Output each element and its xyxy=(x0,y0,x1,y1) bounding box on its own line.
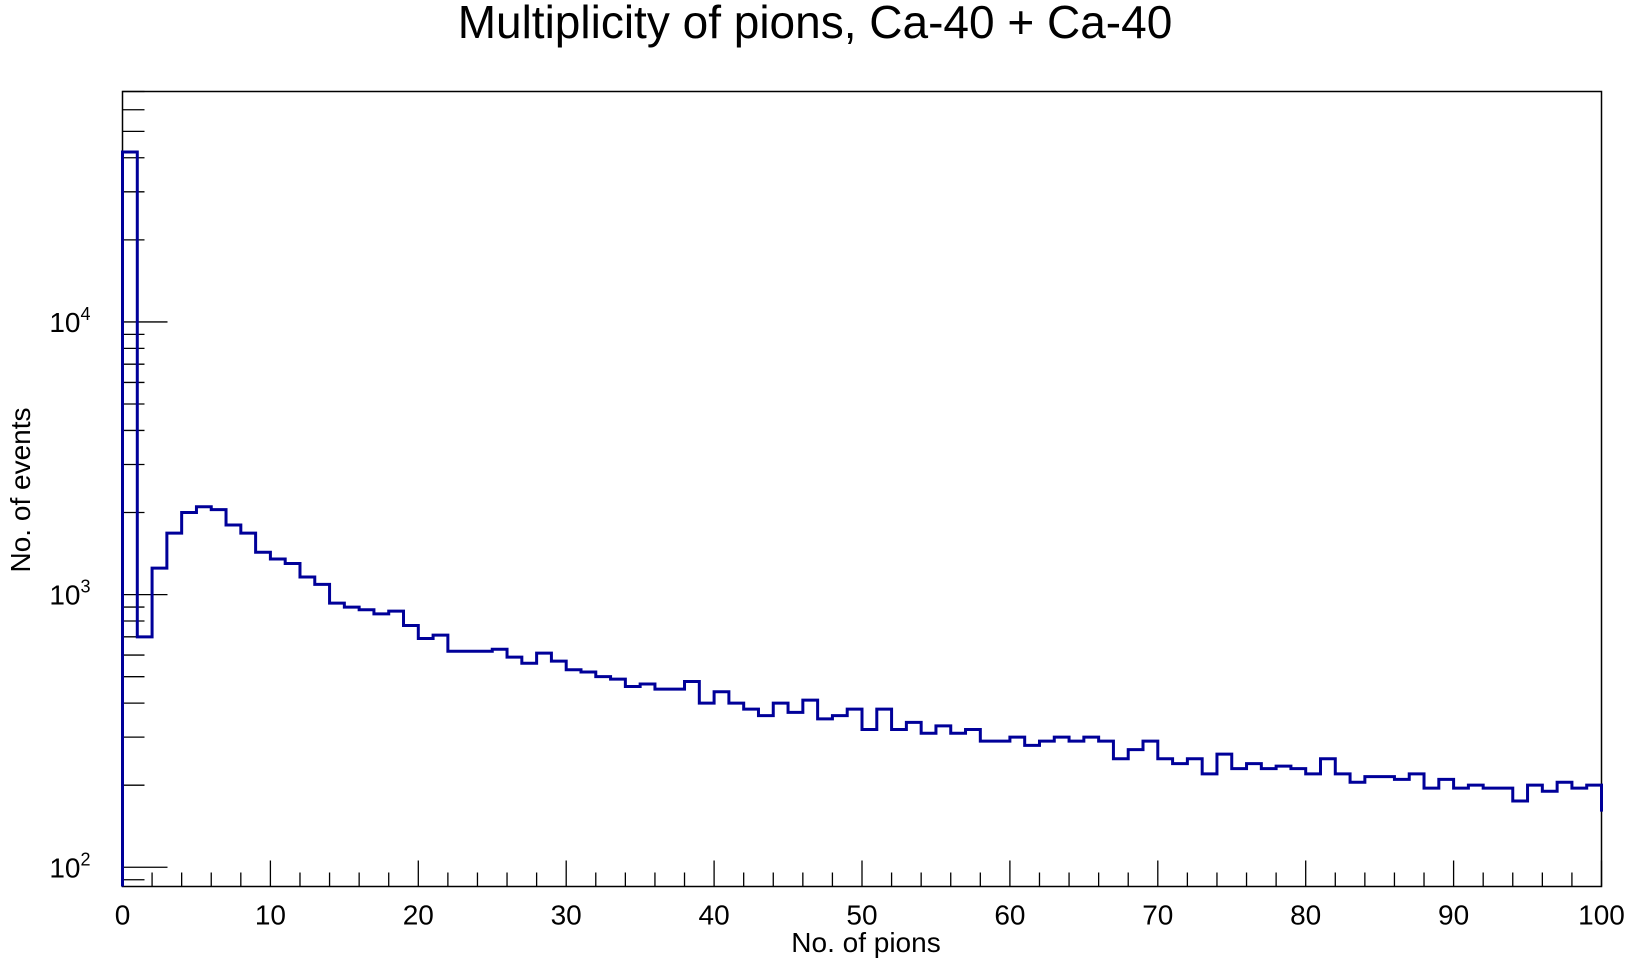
y-tick-label: 103 xyxy=(49,577,90,611)
y-axis-title: No. of events xyxy=(5,408,36,573)
x-tick-label: 60 xyxy=(994,900,1025,931)
x-tick-label: 10 xyxy=(255,900,286,931)
x-tick-label: 20 xyxy=(403,900,434,931)
x-tick-labels: 0 10 20 30 40 50 60 70 80 90 100 xyxy=(115,900,1625,931)
histogram-line xyxy=(121,150,1603,887)
x-tick-label: 50 xyxy=(846,900,877,931)
plot-frame xyxy=(121,90,1603,888)
y-tick-label: 102 xyxy=(49,849,90,883)
x-tick-label: 90 xyxy=(1438,900,1469,931)
x-tick-label: 80 xyxy=(1290,900,1321,931)
x-tick-label: 0 xyxy=(115,900,131,931)
x-tick-label: 70 xyxy=(1142,900,1173,931)
chart-title: Multiplicity of pions, Ca-40 + Ca-40 xyxy=(458,0,1173,48)
y-tick-labels: 102 103 104 xyxy=(49,304,90,883)
x-tick-label: 30 xyxy=(551,900,582,931)
x-tick-label: 40 xyxy=(699,900,730,931)
x-axis-title: No. of pions xyxy=(791,927,940,958)
axis-ticks xyxy=(121,90,1603,887)
y-tick-label: 104 xyxy=(49,304,90,338)
x-tick-label: 100 xyxy=(1578,900,1625,931)
